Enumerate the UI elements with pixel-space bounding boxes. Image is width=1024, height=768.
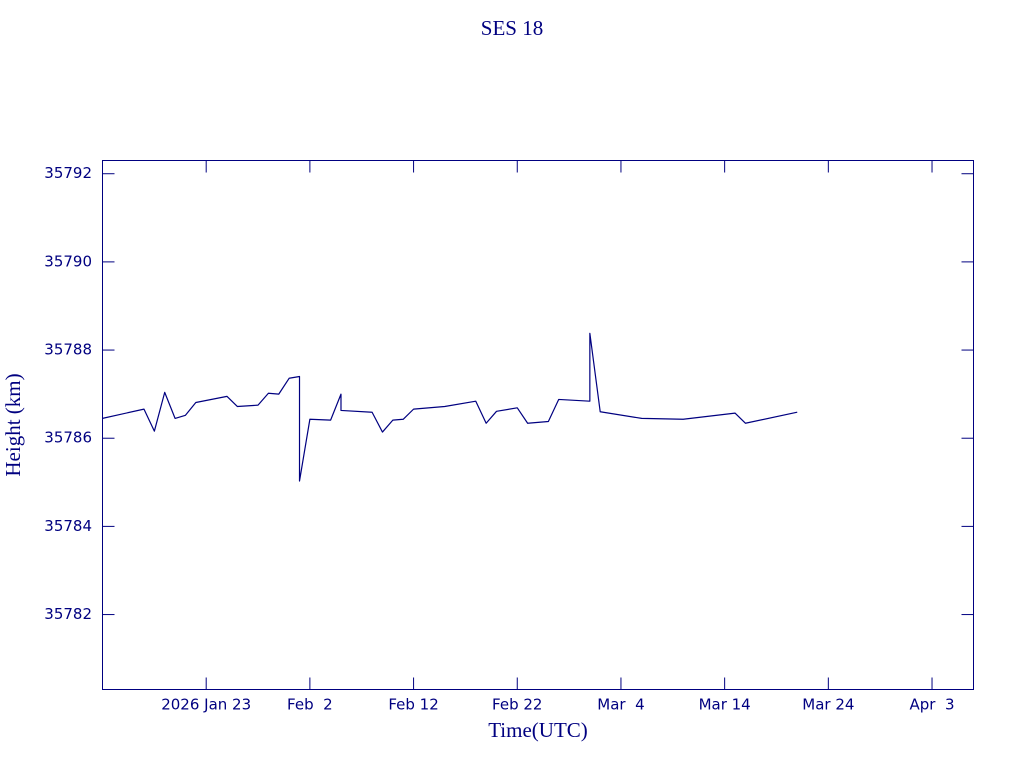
y-tick-label: 35788 (44, 341, 92, 359)
plot-frame (102, 160, 974, 690)
x-tick-label: 2026 Jan 23 (161, 696, 251, 714)
y-tick-label: 35786 (44, 429, 92, 447)
x-tick-label: Feb 12 (388, 696, 438, 714)
x-tick-label: Mar 14 (699, 696, 751, 714)
x-tick-label: Feb 22 (492, 696, 542, 714)
y-tick-label: 35782 (44, 605, 92, 623)
chart-title: SES 18 (481, 16, 543, 40)
x-tick-label: Mar 4 (597, 696, 644, 714)
data-line (102, 332, 798, 482)
y-tick-label: 35784 (44, 517, 92, 535)
x-tick-label: Mar 24 (802, 696, 854, 714)
y-axis-label: Height (km) (1, 373, 25, 476)
x-tick-label: Apr 3 (910, 696, 955, 714)
x-tick-label: Feb 2 (287, 696, 333, 714)
x-axis-label: Time(UTC) (488, 718, 588, 742)
y-tick-label: 35790 (44, 252, 92, 270)
y-tick-label: 35792 (44, 164, 92, 182)
